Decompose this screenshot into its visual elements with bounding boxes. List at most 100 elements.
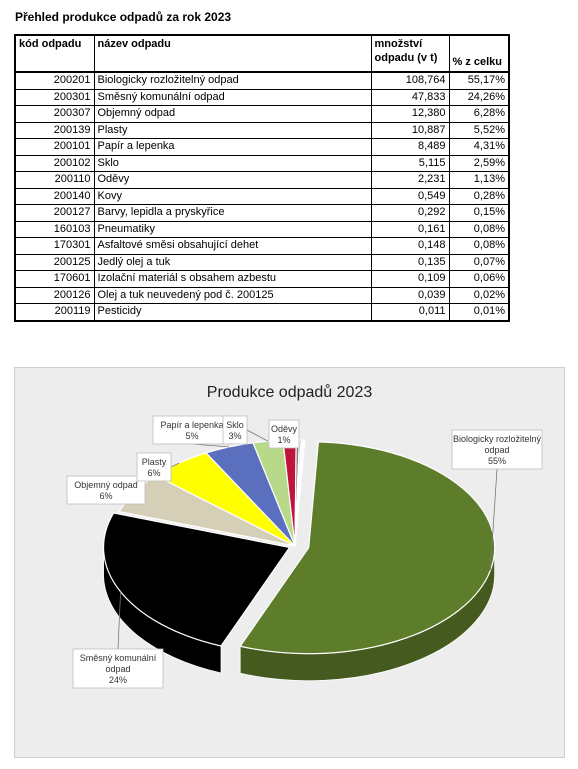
cell-name: Pesticidy <box>93 303 372 321</box>
data-label-percent: 24% <box>109 675 127 685</box>
label-leader-line <box>490 468 498 571</box>
table-row: 200102 Sklo 5,115 2,59% <box>14 154 510 172</box>
table-row: 160103 Pneumatiky 0,161 0,08% <box>14 220 510 238</box>
header-quantity: množství odpadu (v t) <box>370 34 450 73</box>
table-row: 200201 Biologicky rozložitelný odpad 108,7… <box>14 71 510 90</box>
data-label-percent: 3% <box>228 431 241 441</box>
cell-name: Izolační materiál s obsahem azbestu <box>93 270 372 288</box>
cell-name: Pneumatiky <box>93 220 372 238</box>
page-title: Přehled produkce odpadů za rok 2023 <box>15 10 232 24</box>
cell-code: 200101 <box>14 138 95 156</box>
data-label-name: Plasty <box>142 457 167 467</box>
chart-title: Produkce odpadů 2023 <box>206 384 373 401</box>
data-label-percent: 6% <box>99 491 112 501</box>
data-label-box <box>268 419 300 449</box>
cell-code: 160103 <box>14 220 95 238</box>
table-body: 200201 Biologicky rozložitelný odpad 108,7… <box>14 71 510 321</box>
cell-code: 200139 <box>14 121 95 139</box>
cell-quantity: 47,833 <box>370 88 450 106</box>
label-leader-line <box>246 429 269 442</box>
cell-percent: 0,15% <box>448 204 510 222</box>
table-row: 200126 Olej a tuk neuvedený pod č. 200125… <box>14 286 510 304</box>
cell-quantity: 0,549 <box>370 187 450 205</box>
cell-percent: 1,13% <box>448 171 510 189</box>
cell-code: 200102 <box>14 154 95 172</box>
table-row: 200127 Barvy, lepidla a pryskyřice 0,292 0,… <box>14 204 510 222</box>
data-label-name: Oděvy <box>271 424 298 434</box>
data-label-percent: 1% <box>277 435 290 445</box>
table-row: 200119 Pesticidy 0,011 0,01% <box>14 303 510 321</box>
cell-percent: 0,02% <box>448 286 510 304</box>
data-label-name: Papír a lepenka <box>160 420 223 430</box>
label-leader-line <box>117 591 121 650</box>
cell-quantity: 8,489 <box>370 138 450 156</box>
data-label-box <box>152 415 232 445</box>
table-row: 170601 Izolační materiál s obsahem azbest… <box>14 270 510 288</box>
cell-code: 200201 <box>14 71 95 90</box>
cell-name: Plasty <box>93 121 372 139</box>
cell-percent: 55,17% <box>448 71 510 90</box>
table-row: 200139 Plasty 10,887 5,52% <box>14 121 510 139</box>
cell-quantity: 0,135 <box>370 253 450 271</box>
cell-code: 200127 <box>14 204 95 222</box>
cell-name: Kovy <box>93 187 372 205</box>
cell-code: 200307 <box>14 105 95 123</box>
cell-name: Olej a tuk neuvedený pod č. 200125 <box>93 286 372 304</box>
data-label-box <box>451 429 543 470</box>
pie-slice <box>103 512 291 647</box>
data-label-name: odpad <box>105 664 130 674</box>
cell-quantity: 12,380 <box>370 105 450 123</box>
cell-code: 200110 <box>14 171 95 189</box>
cell-percent: 0,08% <box>448 237 510 255</box>
cell-code: 170601 <box>14 270 95 288</box>
cell-percent: 5,52% <box>448 121 510 139</box>
header-code: kód odpadu <box>14 34 95 73</box>
table-row: 170301 Asfaltové směsi obsahující dehet 0,… <box>14 237 510 255</box>
data-label-box <box>222 415 248 445</box>
cell-percent: 0,28% <box>448 187 510 205</box>
table-row: 200101 Papír a lepenka 8,489 4,31% <box>14 138 510 156</box>
cell-percent: 2,59% <box>448 154 510 172</box>
cell-quantity: 0,148 <box>370 237 450 255</box>
cell-name: Barvy, lepidla a pryskyřice <box>93 204 372 222</box>
data-label-name: Sklo <box>226 420 244 430</box>
table-row: 200125 Jedlý olej a tuk 0,135 0,07% <box>14 253 510 271</box>
cell-quantity: 0,161 <box>370 220 450 238</box>
data-label-name: Biologicky rozložitelný <box>453 434 542 444</box>
data-label-percent: 6% <box>147 468 160 478</box>
table-row: 200140 Kovy 0,549 0,28% <box>14 187 510 205</box>
cell-name: Jedlý olej a tuk <box>93 253 372 271</box>
cell-code: 200301 <box>14 88 95 106</box>
data-label-name: Objemný odpad <box>74 480 138 490</box>
cell-percent: 24,26% <box>448 88 510 106</box>
cell-name: Objemný odpad <box>93 105 372 123</box>
cell-percent: 0,06% <box>448 270 510 288</box>
cell-name: Sklo <box>93 154 372 172</box>
cell-name: Směsný komunální odpad <box>93 88 372 106</box>
table-row: 200307 Objemný odpad 12,380 6,28% <box>14 105 510 123</box>
cell-quantity: 0,011 <box>370 303 450 321</box>
cell-code: 200119 <box>14 303 95 321</box>
cell-name: Asfaltové směsi obsahující dehet <box>93 237 372 255</box>
cell-percent: 0,08% <box>448 220 510 238</box>
cell-percent: 0,07% <box>448 253 510 271</box>
cell-quantity: 0,109 <box>370 270 450 288</box>
table-header-row: kód odpadu název odpadu množství odpadu … <box>14 34 510 73</box>
label-leader-line <box>170 462 180 468</box>
data-label-name: odpad <box>484 445 509 455</box>
cell-name: Biologicky rozložitelný odpad <box>93 71 372 90</box>
cell-percent: 6,28% <box>448 105 510 123</box>
pie-chart-panel: Produkce odpadů 2023 Biologicky rozložit… <box>14 367 565 758</box>
data-label-percent: 5% <box>185 431 198 441</box>
table-row: 200301 Směsný komunální odpad 47,833 24,26% <box>14 88 510 106</box>
cell-quantity: 5,115 <box>370 154 450 172</box>
cell-code: 200140 <box>14 187 95 205</box>
cell-percent: 4,31% <box>448 138 510 156</box>
cell-quantity: 2,231 <box>370 171 450 189</box>
cell-quantity: 10,887 <box>370 121 450 139</box>
data-label-box <box>72 648 164 689</box>
pie-slice <box>294 439 306 547</box>
cell-code: 200126 <box>14 286 95 304</box>
cell-percent: 0,01% <box>448 303 510 321</box>
